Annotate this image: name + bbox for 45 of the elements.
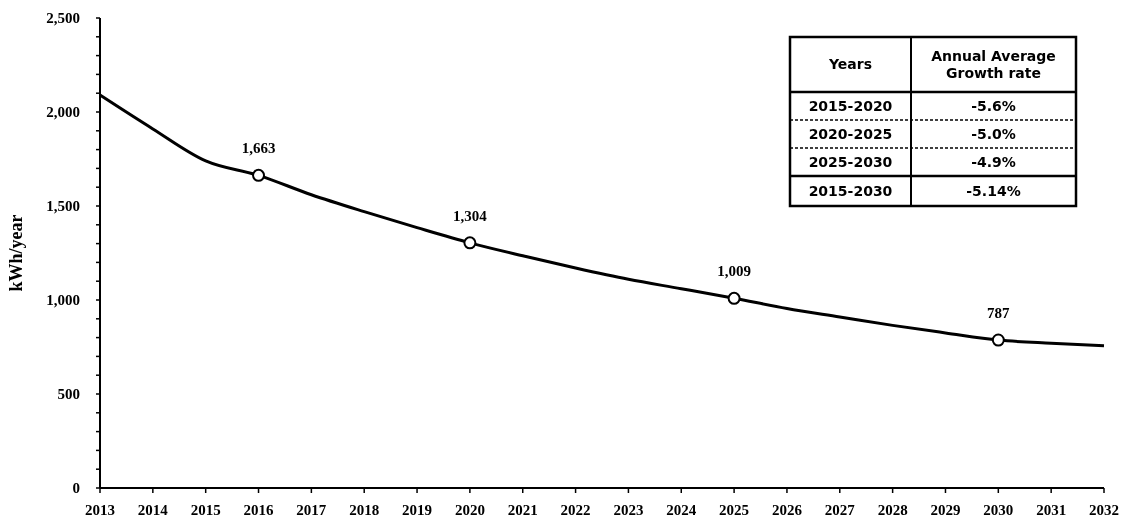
point: [252, 168, 266, 182]
x-tick-label: 2019: [402, 502, 433, 518]
data-label: 1,663: [241, 140, 276, 157]
x-tick-label: 2026: [771, 502, 803, 518]
annotation: 2015-2030: [808, 182, 893, 199]
y-tick-label: 2,000: [46, 104, 80, 121]
x-tick-label: 2030: [983, 502, 1014, 518]
y-tick-label: 2,500: [46, 10, 80, 27]
x-tick-label: 2023: [613, 502, 644, 518]
point: [463, 236, 477, 250]
y-tick-label: 1,000: [46, 292, 80, 309]
annotation: Annual Average Growth rate: [931, 48, 1056, 81]
annotation: -5.6%: [971, 97, 1016, 114]
x-tick-label: 2028: [877, 502, 908, 518]
x-tick-label: 2014: [137, 502, 169, 518]
y-tick-label: 1,500: [46, 198, 80, 215]
data-label: 1,304: [453, 207, 488, 224]
x-tick-label: 2018: [349, 502, 380, 518]
x-tick-label: 2032: [1089, 502, 1119, 518]
x-tick-label: 2021: [507, 502, 538, 518]
annotation: 2025-2030: [808, 153, 893, 170]
x-tick-label: 2022: [560, 502, 591, 518]
x-tick-label: 2025: [719, 502, 750, 518]
data-label: 1,009: [717, 263, 751, 280]
data-label: 787: [987, 305, 1011, 322]
annotation: Years: [827, 56, 873, 73]
y-tick-label: 0: [72, 480, 80, 497]
point: [727, 291, 741, 305]
x-tick-label: 2020: [454, 502, 485, 518]
x-tick-label: 2015: [190, 502, 221, 518]
point: [991, 333, 1005, 347]
x-tick-label: 2024: [666, 502, 697, 518]
x-tick-label: 2013: [85, 502, 115, 518]
annotation: 2020-2025: [808, 125, 893, 142]
y-axis-title: kWh/year: [6, 214, 26, 292]
annotation: 2015-2020: [808, 97, 893, 114]
x-tick-label: 2027: [824, 502, 856, 518]
annotation: -5.14%: [966, 182, 1021, 199]
annotation: -5.0%: [971, 125, 1016, 142]
annotation: -4.9%: [971, 153, 1016, 170]
x-tick-label: 2031: [1036, 502, 1067, 518]
x-tick-label: 2017: [296, 502, 327, 518]
x-tick-label: 2029: [930, 502, 961, 518]
y-tick-label: 500: [57, 386, 80, 403]
x-tick-label: 2016: [243, 502, 275, 518]
